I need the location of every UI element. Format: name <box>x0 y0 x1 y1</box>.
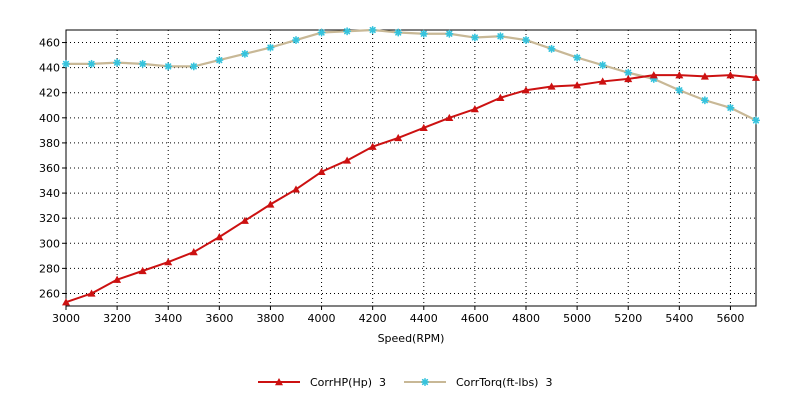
corrtorq-point <box>240 49 249 58</box>
corrtorq-point <box>419 29 428 38</box>
corrhp-point <box>649 71 658 79</box>
corrtorq-point <box>547 44 556 53</box>
y-tick-label: 340 <box>39 187 60 200</box>
y-tick-label: 360 <box>39 162 60 175</box>
x-tick-label: 3200 <box>103 312 131 325</box>
corrhp-point <box>215 233 224 241</box>
corrhp-point <box>624 74 633 83</box>
y-axis-ticks: 260 280 300 320 340 360 380 400 420 440 460 <box>39 37 66 300</box>
corrhp-point <box>726 71 735 79</box>
corrhp-point <box>87 289 96 297</box>
corrhp-point <box>675 71 684 79</box>
x-tick-label: 3800 <box>256 312 284 325</box>
corrhp-point <box>189 248 198 256</box>
legend-marker <box>420 377 430 387</box>
corrhp-point <box>113 275 122 283</box>
y-tick-label: 300 <box>39 237 60 250</box>
x-tick-label: 3600 <box>205 312 233 325</box>
corrhp-point <box>343 156 352 164</box>
y-tick-label: 280 <box>39 262 60 275</box>
corrhp-point <box>470 105 479 113</box>
legend: CorrHP(Hp) 3 CorrTorq(ft-lbs) 3 <box>258 376 552 389</box>
legend-marker <box>275 378 283 386</box>
corrhp-point <box>496 93 505 101</box>
corrhp-point <box>547 82 556 90</box>
corrtorq-point <box>266 43 275 52</box>
x-tick-label: 4600 <box>461 312 489 325</box>
corrtorq-point <box>343 27 352 36</box>
corrtorq-point <box>700 96 709 105</box>
corrhp-point <box>573 81 582 89</box>
corrtorq-point <box>726 103 735 112</box>
corrhp-point <box>138 266 147 275</box>
x-tick-label: 5200 <box>614 312 642 325</box>
y-tick-label: 460 <box>39 37 60 50</box>
corrtorq-point <box>291 36 301 45</box>
legend-label: CorrTorq(ft-lbs) 3 <box>456 376 552 389</box>
y-tick-label: 420 <box>39 87 60 100</box>
x-tick-label: 3400 <box>154 312 182 325</box>
corrtorq-point <box>445 29 454 38</box>
series-layer <box>61 25 761 306</box>
corrtorq-point <box>189 62 198 71</box>
x-tick-label: 5400 <box>665 312 693 325</box>
corrhp-point <box>240 216 249 224</box>
corrtorq-point <box>394 28 403 37</box>
corrhp-point <box>292 185 300 193</box>
corrtorq-point <box>675 86 684 95</box>
corrhp-point <box>419 123 428 132</box>
corrtorq-point <box>368 25 377 35</box>
corrtorq-point <box>521 36 531 45</box>
x-tick-label: 3000 <box>52 312 80 325</box>
y-tick-label: 380 <box>39 137 60 150</box>
corrtorq-point <box>598 61 607 70</box>
y-tick-label: 260 <box>39 287 60 300</box>
corrhp-point <box>266 200 275 208</box>
corrhp-point <box>700 72 709 80</box>
corrtorq-point <box>573 53 582 62</box>
corrtorq-point <box>751 116 761 125</box>
corrhp-point <box>368 142 377 150</box>
corrhp-point <box>598 77 607 85</box>
x-tick-label: 5000 <box>563 312 591 325</box>
corrhp-point <box>752 73 760 81</box>
corrtorq-point <box>215 56 224 65</box>
x-tick-label: 5600 <box>716 312 744 325</box>
corrtorq-point <box>138 59 147 68</box>
legend-item-corrhp: CorrHP(Hp) 3 <box>258 376 386 389</box>
corrhp-point <box>164 258 173 266</box>
corrtorq-point <box>87 59 96 68</box>
x-axis-ticks: 3000 3200 3400 3600 3800 4000 4200 4400 4600 4800… <box>52 306 744 325</box>
x-tick-label: 4400 <box>410 312 438 325</box>
x-tick-label: 4000 <box>308 312 336 325</box>
x-tick-label: 4800 <box>512 312 540 325</box>
legend-label: CorrHP(Hp) 3 <box>310 376 386 389</box>
corrtorq-point <box>317 28 326 37</box>
x-tick-label: 4200 <box>359 312 387 325</box>
corrhp-line <box>65 74 757 304</box>
corrtorq-point <box>164 62 173 71</box>
corrtorq-point <box>61 59 70 68</box>
grid-lines <box>66 30 756 306</box>
legend-item-corrtorq: CorrTorq(ft-lbs) 3 <box>404 376 552 389</box>
corrtorq-point <box>624 68 633 77</box>
corrhp-point <box>317 167 326 175</box>
x-axis-title: Speed(RPM) <box>378 332 445 345</box>
corrtorq-point <box>496 32 505 41</box>
corrhp-point <box>522 86 530 94</box>
corrtorq-line <box>66 28 757 122</box>
y-tick-label: 400 <box>39 112 60 125</box>
series-corrhp <box>62 71 760 306</box>
series-corrtorq <box>61 25 761 125</box>
corrtorq-point <box>113 58 122 67</box>
y-tick-label: 320 <box>39 212 60 225</box>
corrhp-point <box>62 298 70 306</box>
corrhp-point <box>394 133 403 142</box>
corrtorq-point <box>470 33 479 42</box>
corrhp-point <box>445 113 454 122</box>
y-tick-label: 440 <box>39 62 60 75</box>
